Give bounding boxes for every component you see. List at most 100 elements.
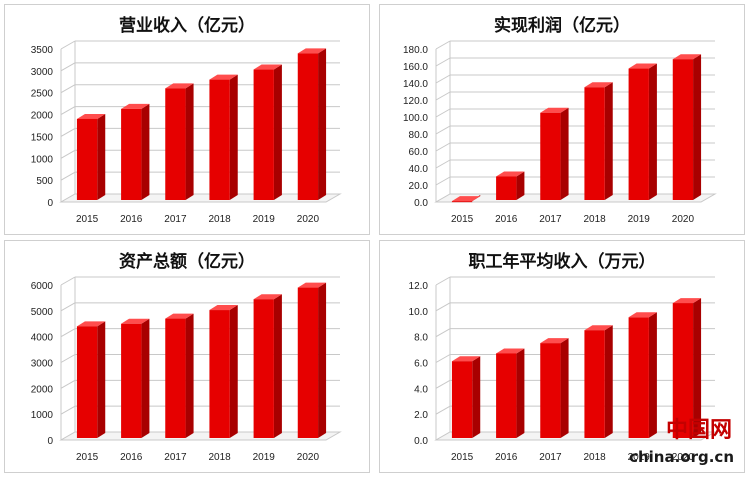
grid-line-depth [435, 40, 451, 50]
y-tick-label: 0 [47, 198, 53, 209]
y-tick-label: 0.0 [414, 436, 428, 447]
x-tick-label: 2016 [120, 452, 143, 463]
bar-side [141, 318, 150, 438]
bar-side [273, 64, 282, 200]
bar [672, 303, 694, 438]
bar-top [76, 321, 106, 327]
bar [628, 68, 649, 200]
bar-side [693, 54, 702, 201]
bar-top [496, 171, 525, 177]
bar-side [97, 113, 106, 200]
grid-line-depth [435, 276, 451, 286]
y-tick-label: 6000 [31, 281, 54, 292]
bar-top [584, 82, 613, 88]
grid-line-depth [60, 276, 76, 286]
grid-line-depth [60, 106, 76, 116]
x-tick-label: 2020 [672, 214, 695, 225]
y-tick-label: 1000 [31, 154, 54, 165]
x-tick-label: 2018 [208, 214, 231, 225]
bar [165, 88, 186, 200]
bar-side [604, 82, 613, 200]
grid-line-depth [60, 40, 76, 50]
x-tick-label: 2015 [451, 452, 474, 463]
y-tick-label: 0 [47, 436, 53, 447]
x-tick-label: 2017 [164, 452, 187, 463]
bar-top [297, 282, 327, 288]
grid-line-depth [60, 405, 76, 415]
bar-top [672, 54, 702, 60]
x-tick-label: 2018 [583, 452, 606, 463]
x-tick-label: 2017 [539, 452, 562, 463]
bar-side [648, 312, 657, 438]
y-tick-label: 4000 [31, 333, 54, 344]
y-tick-label: 3000 [31, 359, 54, 370]
chart-panel-revenue: 营业收入（亿元） 0 500 1000 1500 2000 2500 3000 3500 201… [4, 4, 370, 235]
grid-line-depth [60, 127, 76, 137]
x-tick-label: 2016 [495, 452, 518, 463]
bar [165, 318, 186, 438]
bar [540, 112, 561, 200]
x-tick-label: 2016 [120, 214, 143, 225]
bar-top [540, 107, 569, 113]
grid-line-depth [60, 302, 76, 312]
bar [253, 69, 274, 200]
y-tick-label: 4.0 [414, 384, 428, 395]
bar [76, 326, 98, 438]
y-tick-label: 3000 [31, 67, 54, 78]
chart-panel-salary: 职工年平均收入（万元） 0.0 2.0 4.0 6.0 8.0 10.0 12.0 2015 2… [379, 240, 745, 473]
x-tick-label: 2019 [628, 214, 651, 225]
bar-top [76, 113, 106, 119]
bar-side [560, 338, 569, 438]
bar-side [648, 63, 657, 200]
bar-top [672, 298, 702, 304]
bar [121, 323, 142, 438]
bar [496, 176, 517, 200]
chart-svg: 0.0 2.0 4.0 6.0 8.0 10.0 12.0 2015 2016 2017 2018 2… [409, 276, 717, 463]
grid-line-depth [60, 62, 76, 72]
x-tick-label: 2020 [297, 214, 320, 225]
grid-line-depth [435, 328, 451, 338]
bar [451, 361, 473, 438]
bar [628, 317, 649, 438]
y-tick-label: 120.0 [403, 96, 428, 107]
y-tick-label: 20.0 [409, 181, 429, 192]
chart-svg: 0.0 20.0 40.0 60.0 80.0 100.0 120.0 140.0 160.0 1… [403, 40, 717, 225]
bar-top [253, 294, 282, 300]
bar [209, 79, 230, 200]
y-tick-label: 6.0 [414, 359, 428, 370]
bar-side [560, 107, 569, 200]
chart-panel-profit: 实现利润（亿元） 0.0 20.0 40.0 60.0 80.0 100.0 120.0 14… [379, 4, 745, 235]
grid-line-depth [60, 84, 76, 94]
x-tick-label: 2018 [208, 452, 231, 463]
bar [451, 201, 473, 203]
bar-top [584, 325, 613, 331]
bar-top [121, 318, 150, 324]
y-tick-label: 8.0 [414, 333, 428, 344]
bar [672, 59, 694, 201]
bar-top [209, 74, 238, 80]
x-tick-label: 2016 [495, 214, 518, 225]
y-tick-label: 10.0 [409, 307, 429, 318]
bar [76, 118, 98, 200]
bar-side [693, 298, 702, 438]
x-tick-label: 2017 [164, 214, 187, 225]
y-tick-label: 2000 [31, 111, 54, 122]
y-tick-label: 2.0 [414, 410, 428, 421]
x-tick-label: 2018 [583, 214, 606, 225]
grid-line-depth [435, 176, 451, 186]
y-tick-label: 100.0 [403, 113, 428, 124]
bar-top [165, 83, 194, 89]
y-tick-label: 2000 [31, 384, 54, 395]
grid-line-depth [60, 379, 76, 389]
bar-side [185, 313, 194, 438]
y-tick-label: 3500 [31, 45, 54, 56]
grid-line-depth [435, 302, 451, 312]
bar-side [472, 356, 481, 438]
x-tick-label: 2015 [451, 214, 474, 225]
bar-top [253, 64, 282, 70]
bar [297, 287, 319, 438]
bar-side [516, 171, 525, 200]
x-tick-label: 2019 [253, 452, 276, 463]
x-tick-label: 2019 [253, 214, 276, 225]
grid-line-depth [435, 125, 451, 135]
